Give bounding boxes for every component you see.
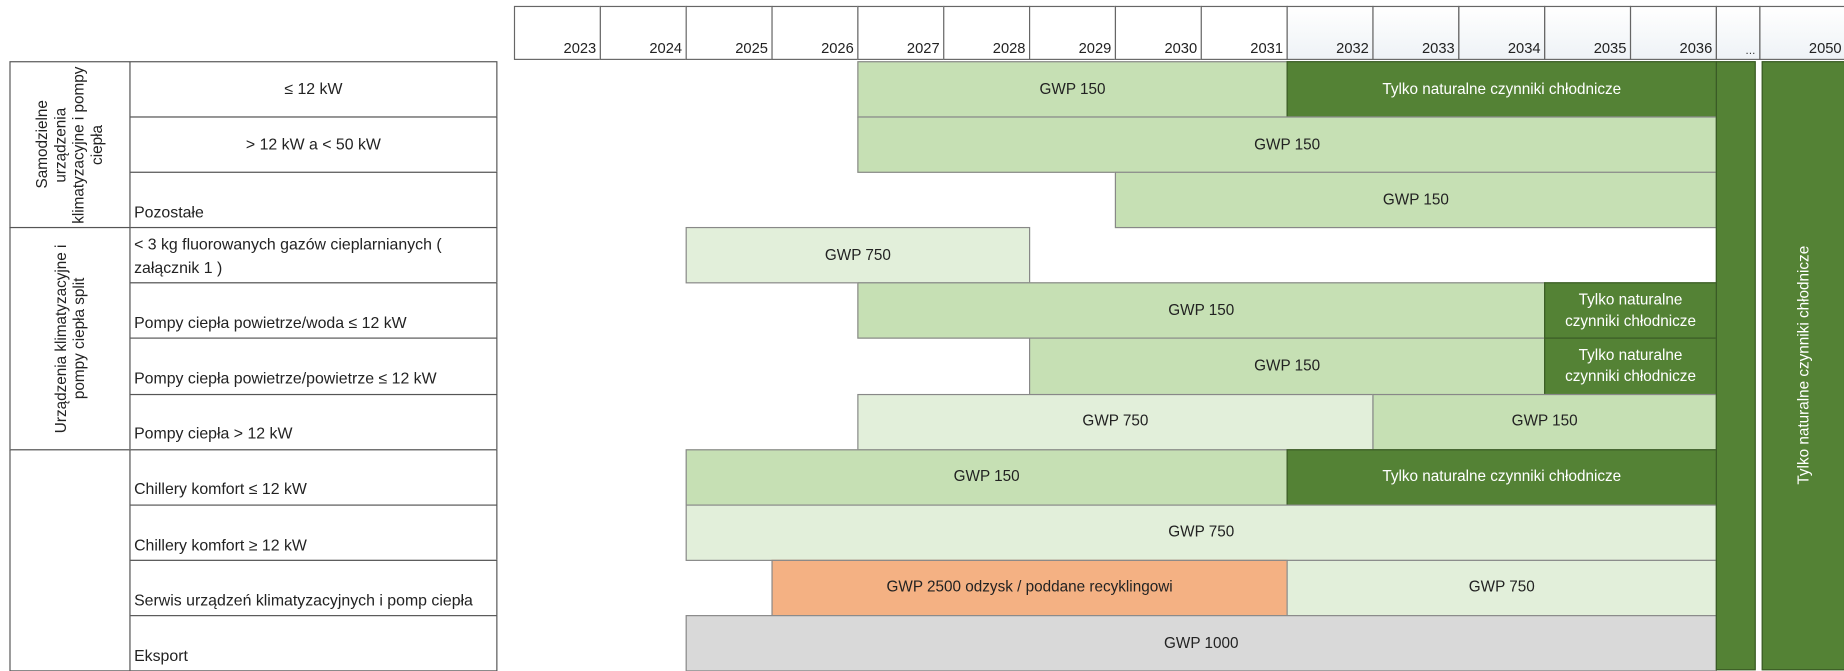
segment: Tylko naturalne czynniki chłodnicze [1287, 449, 1717, 506]
segment-label: GWP 150 [1254, 134, 1320, 156]
timeline-diagram: 2023202420252026202720282029203020312032… [0, 0, 1844, 671]
segment-label: GWP 150 [1040, 78, 1106, 100]
segment-label: GWP 750 [1082, 411, 1148, 433]
row-label-text: Chillery komfort ≥ 12 kW [134, 533, 307, 557]
row-label-text: < 3 kg fluorowanych gazów cieplarnianych… [134, 233, 493, 281]
segment-label: Tylko naturalne czynniki chłodnicze [1382, 466, 1621, 488]
row-label: Eksport [129, 615, 497, 671]
segment: GWP 150 [857, 283, 1545, 340]
segment-label: Tylko naturalne czynniki chłodnicze [1550, 344, 1711, 388]
segment: Tylko naturalne czynniki chłodnicze [1287, 61, 1717, 118]
row-label: Chillery komfort ≤ 12 kW [129, 449, 497, 506]
group-label: Samodzielne urządzenia klimatyzacyjne i … [9, 61, 130, 228]
row-label-text: Pompy ciepła powietrze/woda ≤ 12 kW [134, 312, 407, 336]
year-header: 2024 [600, 6, 687, 60]
row-label: ≤ 12 kW [129, 61, 497, 118]
segment-label: GWP 750 [1469, 577, 1535, 599]
row-label: Pompy ciepła powietrze/powietrze ≤ 12 kW [129, 338, 497, 395]
final-bar [1716, 61, 1756, 670]
segment: GWP 150 [857, 117, 1717, 174]
segment: GWP 750 [1287, 560, 1717, 617]
segment: GWP 750 [686, 227, 1031, 284]
row-label-text: Serwis urządzeń klimatyzacyjnych i pomp … [134, 589, 473, 613]
row-label: Serwis urządzeń klimatyzacyjnych i pomp … [129, 560, 497, 617]
year-header: 2036 [1630, 6, 1717, 60]
row-label: Pompy ciepła powietrze/woda ≤ 12 kW [129, 283, 497, 340]
segment: GWP 750 [857, 393, 1373, 450]
row-label: > 12 kW a < 50 kW [129, 117, 497, 174]
row-label: Pompy ciepła > 12 kW [129, 393, 497, 450]
segment-label: GWP 1000 [1164, 632, 1239, 654]
year-header: 2023 [514, 6, 601, 60]
group-label-text: Samodzielne urządzenia klimatyzacyjne i … [33, 62, 106, 227]
row-label-text: Pompy ciepła > 12 kW [134, 423, 292, 447]
year-header: 2027 [857, 6, 944, 60]
row-label-text: Chillery komfort ≤ 12 kW [134, 478, 307, 502]
row-label: < 3 kg fluorowanych gazów cieplarnianych… [129, 227, 497, 284]
segment-label: GWP 750 [825, 244, 891, 266]
segment: GWP 150 [686, 449, 1288, 506]
segment: GWP 150 [1372, 393, 1717, 450]
segment-label: GWP 150 [1254, 355, 1320, 377]
group-label: Urządzenia klimatyzacyjne i pompy ciepła… [9, 227, 130, 450]
segment: GWP 2500 odzysk / poddane recyklingowi [771, 560, 1287, 617]
year-header: 2032 [1287, 6, 1374, 60]
year-header: 2034 [1458, 6, 1545, 60]
segment: GWP 150 [857, 61, 1287, 118]
row-label-text: Pompy ciepła powietrze/powietrze ≤ 12 kW [134, 367, 437, 391]
row-label-text: Pozostałe [134, 201, 204, 225]
segment-label: GWP 2500 odzysk / poddane recyklingowi [887, 577, 1173, 599]
final-label: Tylko naturalne czynniki chłodnicze [1794, 246, 1812, 485]
segment: Tylko naturalne czynniki chłodnicze [1544, 283, 1717, 340]
segment: GWP 750 [686, 504, 1717, 561]
segment-label: GWP 150 [1512, 411, 1578, 433]
row-label-text: Eksport [134, 644, 188, 668]
group-label-text: Urządzenia klimatyzacyjne i pompy ciepła… [52, 228, 89, 448]
year-header: 2035 [1544, 6, 1631, 60]
segment-label: GWP 150 [1168, 300, 1234, 322]
year-header: 2031 [1201, 6, 1288, 60]
year-header: 2050 [1759, 6, 1844, 60]
row-label-text: ≤ 12 kW [284, 78, 342, 102]
segment: Tylko naturalne czynniki chłodnicze [1544, 338, 1717, 395]
row-label: Pozostałe [129, 172, 497, 229]
segment-label: Tylko naturalne czynniki chłodnicze [1550, 289, 1711, 333]
row-label-text: > 12 kW a < 50 kW [246, 133, 381, 157]
page: 2023202420252026202720282029203020312032… [0, 0, 1844, 671]
row-label: Chillery komfort ≥ 12 kW [129, 504, 497, 561]
year-header: 2029 [1029, 6, 1116, 60]
segment-label: GWP 150 [954, 466, 1020, 488]
segment: GWP 150 [1029, 338, 1545, 395]
year-header: 2030 [1115, 6, 1202, 60]
year-header: 2028 [943, 6, 1030, 60]
segment-label: GWP 750 [1168, 521, 1234, 543]
segment-label: GWP 150 [1383, 189, 1449, 211]
year-header: 2033 [1372, 6, 1459, 60]
segment: GWP 150 [1115, 172, 1717, 229]
final-bar: Tylko naturalne czynniki chłodnicze [1762, 61, 1844, 670]
segment-label: Tylko naturalne czynniki chłodnicze [1382, 78, 1621, 100]
year-header: 2026 [771, 6, 858, 60]
group-label [9, 449, 130, 671]
segment: GWP 1000 [686, 615, 1717, 671]
year-header: … [1716, 6, 1761, 60]
year-header: 2025 [686, 6, 773, 60]
